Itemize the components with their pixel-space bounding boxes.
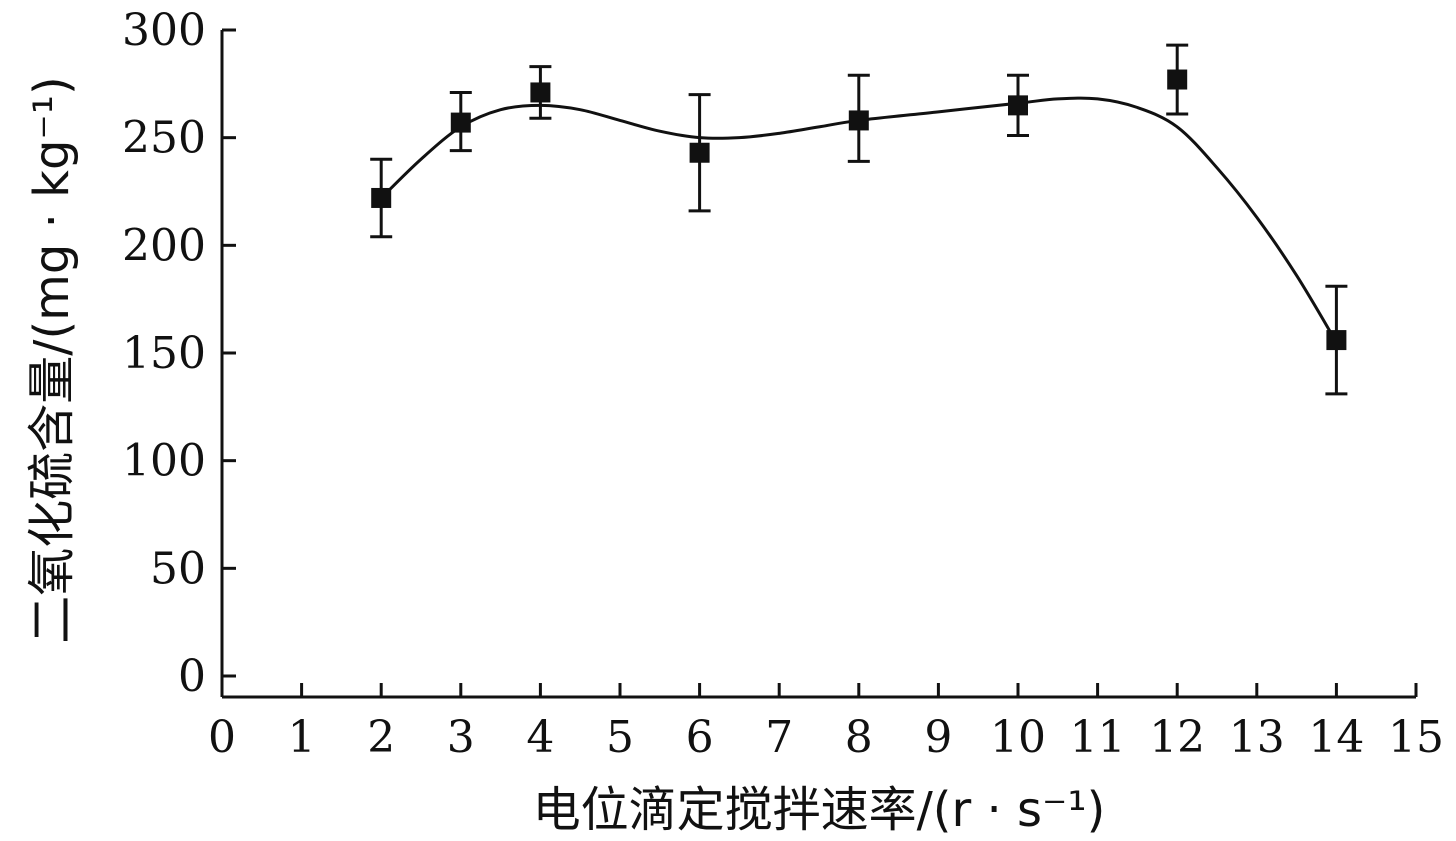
y-tick-label: 200 [122, 220, 206, 271]
data-point [848, 110, 869, 131]
data-point [530, 82, 551, 103]
x-tick-label: 2 [367, 712, 395, 763]
x-ticks: 0 1 2 3 4 5 6 7 8 9 10 11 12 13 14 15 [208, 683, 1444, 763]
x-tick-label: 10 [990, 712, 1046, 763]
x-tick-label: 7 [765, 712, 793, 763]
data-point [371, 187, 392, 208]
fit-layer [380, 96, 1338, 343]
x-axis-title: 电位滴定搅拌速率/(r · s⁻¹) [533, 782, 1106, 838]
y-axis-title: 二氧化硫含量/(mg · kg⁻¹) [24, 76, 80, 643]
y-ticks: 0 50 100 150 200 250 300 [122, 5, 236, 702]
data-point [450, 112, 471, 133]
data-point [1008, 95, 1028, 116]
x-tick-label: 4 [526, 712, 554, 763]
x-tick-label: 1 [288, 712, 316, 763]
x-tick-label: 11 [1070, 712, 1126, 763]
data-point [1326, 330, 1347, 351]
x-tick-label: 0 [208, 712, 236, 763]
x-tick-label: 8 [845, 712, 873, 763]
x-tick-label: 5 [606, 712, 634, 763]
y-tick-label: 250 [122, 113, 206, 164]
x-tick-label: 14 [1308, 712, 1364, 763]
y-tick-label: 100 [122, 436, 206, 487]
y-tick-label: 150 [122, 328, 206, 379]
x-tick-label: 3 [447, 712, 475, 763]
fit-curve [380, 96, 1338, 343]
marker-layer [371, 69, 1347, 351]
y-tick-label: 300 [122, 5, 206, 56]
y-tick-label: 50 [150, 543, 206, 594]
axes [220, 30, 1416, 699]
data-point [1167, 69, 1188, 90]
x-tick-label: 15 [1388, 712, 1444, 763]
x-tick-label: 6 [686, 712, 714, 763]
x-tick-label: 9 [924, 712, 952, 763]
data-point [689, 142, 710, 163]
x-tick-label: 12 [1149, 712, 1205, 763]
x-tick-label: 13 [1229, 712, 1285, 763]
errorbar-layer [370, 43, 1348, 396]
y-tick-label: 0 [178, 651, 206, 702]
